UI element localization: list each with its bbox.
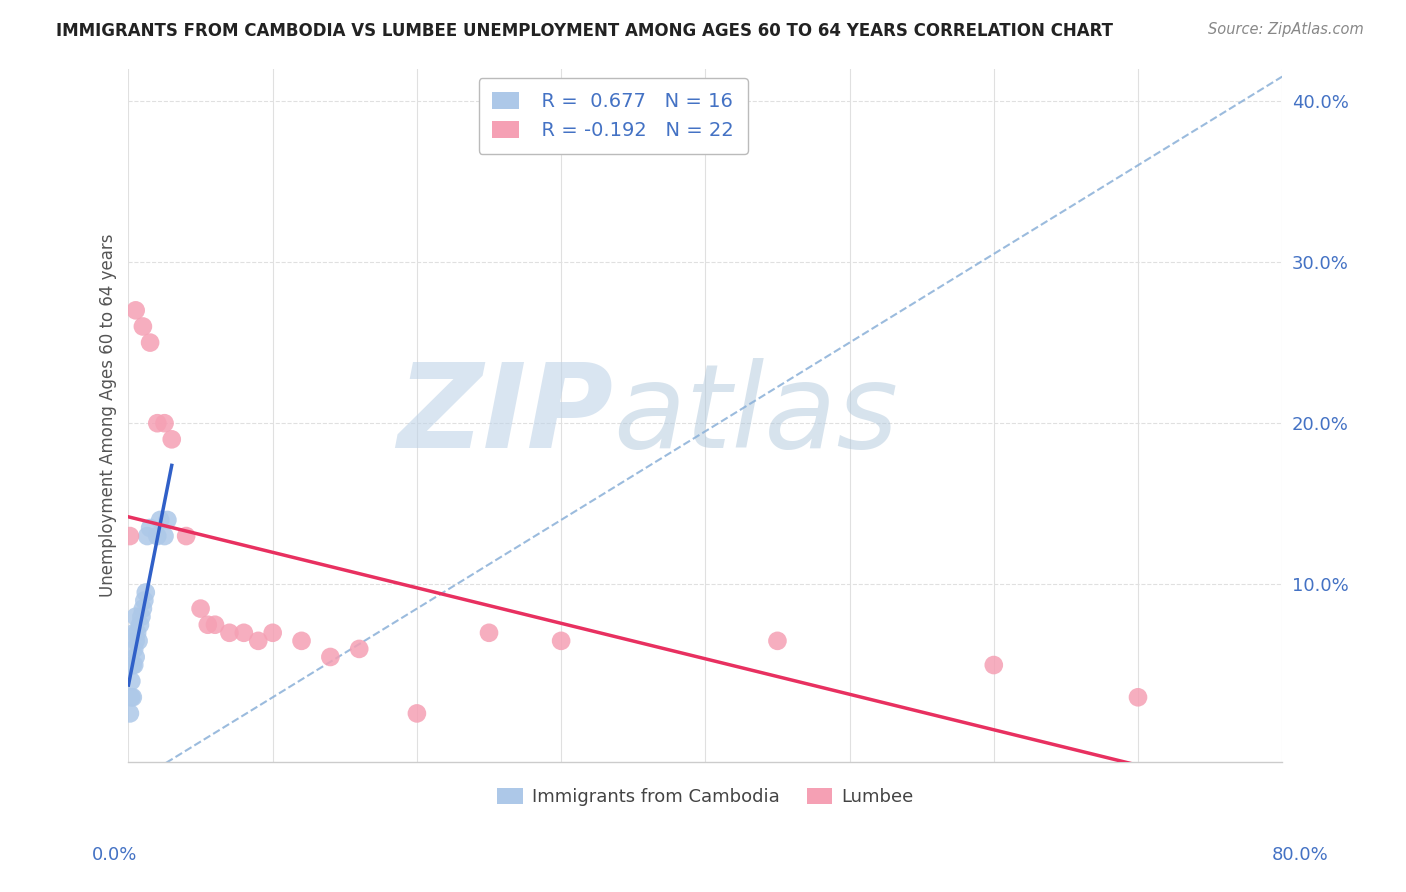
Point [319, 650, 342, 665]
Point [347, 641, 370, 656]
Point [550, 633, 572, 648]
Point [139, 521, 162, 535]
Point [153, 529, 176, 543]
Point [478, 625, 501, 640]
Text: atlas: atlas [613, 359, 898, 472]
Point [156, 513, 179, 527]
Point [125, 650, 148, 665]
Text: 0.0%: 0.0% [91, 846, 136, 863]
Point [122, 641, 145, 656]
Point [118, 529, 141, 543]
Point [118, 706, 141, 721]
Point [204, 617, 226, 632]
Point [122, 625, 145, 640]
Point [190, 601, 212, 615]
Text: IMMIGRANTS FROM CAMBODIA VS LUMBEE UNEMPLOYMENT AMONG AGES 60 TO 64 YEARS CORREL: IMMIGRANTS FROM CAMBODIA VS LUMBEE UNEMP… [56, 22, 1114, 40]
Point [125, 609, 148, 624]
Point [406, 706, 429, 721]
Point [149, 513, 172, 527]
Point [120, 674, 142, 689]
Point [121, 690, 143, 705]
Point [247, 633, 270, 648]
Point [122, 658, 145, 673]
Point [120, 690, 142, 705]
Text: 80.0%: 80.0% [1272, 846, 1329, 863]
Point [139, 335, 162, 350]
Text: ZIP: ZIP [396, 358, 613, 473]
Point [197, 617, 219, 632]
Point [262, 625, 284, 640]
Point [1126, 690, 1149, 705]
Point [218, 625, 240, 640]
Point [132, 601, 155, 615]
Point [125, 633, 148, 648]
Point [128, 633, 150, 648]
Point [132, 319, 155, 334]
Point [766, 633, 789, 648]
Point [129, 617, 152, 632]
Point [125, 303, 148, 318]
Point [983, 658, 1005, 673]
Point [146, 529, 169, 543]
Point [174, 529, 197, 543]
Point [232, 625, 254, 640]
Point [127, 625, 149, 640]
Point [146, 416, 169, 430]
Y-axis label: Unemployment Among Ages 60 to 64 years: Unemployment Among Ages 60 to 64 years [100, 234, 117, 597]
Text: Source: ZipAtlas.com: Source: ZipAtlas.com [1208, 22, 1364, 37]
Point [136, 529, 159, 543]
Point [160, 433, 183, 447]
Point [135, 585, 157, 599]
Point [131, 609, 153, 624]
Point [121, 658, 143, 673]
Point [134, 593, 156, 607]
Point [290, 633, 312, 648]
Point [153, 416, 176, 430]
Legend: Immigrants from Cambodia, Lumbee: Immigrants from Cambodia, Lumbee [488, 779, 922, 815]
